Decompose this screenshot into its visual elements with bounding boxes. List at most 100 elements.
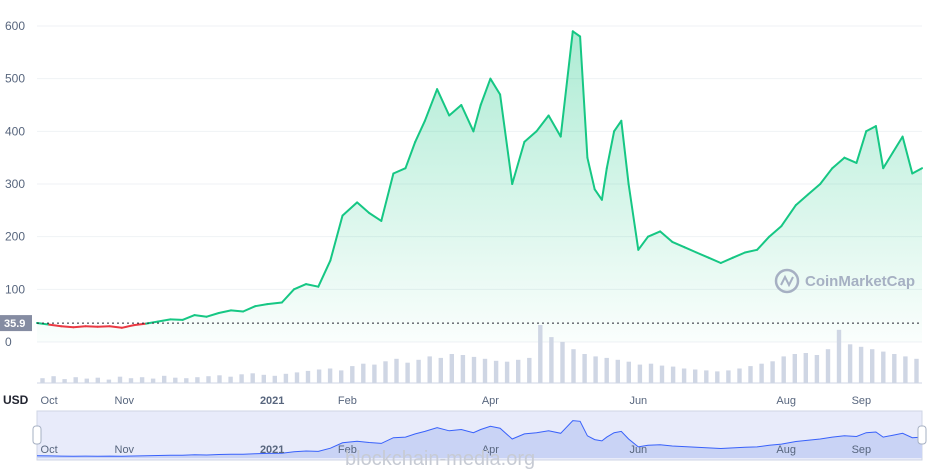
volume-bar bbox=[206, 376, 211, 383]
price-line-segment bbox=[744, 248, 759, 254]
x-axis: Oct Nov 2021 Feb Apr Jun Aug Sep bbox=[41, 395, 872, 407]
volume-bar bbox=[637, 364, 643, 383]
y-tick-label: 600 bbox=[5, 19, 25, 33]
volume-bar bbox=[438, 357, 443, 383]
price-line-segment bbox=[169, 318, 184, 321]
volume-bar bbox=[504, 361, 510, 383]
volume-bar bbox=[792, 354, 797, 383]
volume-bar bbox=[294, 372, 300, 383]
price-line-segment bbox=[479, 77, 492, 106]
price-line-segment bbox=[157, 318, 172, 323]
price-line-segment bbox=[356, 201, 371, 214]
volume-bar bbox=[693, 369, 698, 383]
price-line-segment bbox=[242, 305, 257, 313]
volume-bar bbox=[372, 364, 377, 383]
price-line-segment bbox=[48, 323, 63, 328]
volume-bar bbox=[516, 359, 521, 383]
y-tick-label: 200 bbox=[5, 230, 25, 244]
price-line-segment bbox=[627, 183, 640, 251]
volume-bar bbox=[549, 337, 554, 383]
volume-bar bbox=[106, 379, 112, 383]
navigator-right-handle[interactable] bbox=[917, 425, 927, 445]
price-line bbox=[36, 30, 923, 329]
price-line-segment bbox=[768, 225, 783, 238]
volume-bar bbox=[681, 368, 687, 383]
coinmarketcap-logo-icon bbox=[774, 268, 800, 294]
volume-bar bbox=[283, 373, 289, 383]
volume-bar bbox=[538, 325, 543, 383]
price-line-segment bbox=[380, 172, 395, 222]
price-line-segment bbox=[404, 140, 417, 170]
price-line-segment bbox=[489, 77, 502, 96]
price-line-segment bbox=[305, 283, 320, 288]
price-line-segment bbox=[392, 167, 407, 175]
y-axis: 0 100 200 300 400 500 600 bbox=[5, 19, 25, 349]
price-line-segment bbox=[780, 204, 797, 228]
volume-bar bbox=[593, 356, 598, 383]
volume-bar bbox=[659, 365, 665, 383]
price-line-segment bbox=[659, 230, 674, 243]
volume-bar bbox=[405, 362, 410, 383]
price-line-segment bbox=[593, 188, 603, 201]
navigator-left-handle[interactable] bbox=[32, 425, 42, 445]
volume-bar bbox=[327, 368, 333, 383]
volume-bar bbox=[272, 375, 277, 384]
coinmarketcap-watermark: CoinMarketCap bbox=[774, 268, 915, 294]
price-line-segment bbox=[120, 324, 135, 329]
price-line-segment bbox=[707, 256, 722, 264]
volume-bar bbox=[493, 360, 499, 383]
volume-bar bbox=[62, 379, 67, 383]
baseline-price-tag: 35.9 bbox=[0, 315, 32, 332]
volume-bar bbox=[704, 370, 709, 383]
y-tick-label: 500 bbox=[5, 72, 25, 86]
navigator-area bbox=[37, 420, 922, 458]
price-line-segment bbox=[855, 130, 868, 164]
volume-bar bbox=[383, 361, 388, 384]
price-line-segment bbox=[882, 151, 894, 170]
navigator-tick-label: Nov bbox=[115, 444, 135, 456]
volume-bar bbox=[162, 375, 167, 384]
price-area-fill bbox=[37, 31, 922, 343]
volume-bar bbox=[903, 356, 908, 383]
volume-bar bbox=[715, 371, 720, 383]
navigator-tick-label: Apr bbox=[482, 444, 499, 456]
price-line-segment bbox=[807, 183, 822, 196]
volume-bar bbox=[128, 378, 134, 383]
price-line-segment bbox=[193, 314, 208, 318]
price-line-segment bbox=[695, 251, 710, 259]
price-line-segment bbox=[637, 235, 649, 251]
volume-bar bbox=[737, 368, 742, 383]
unit-label: USD bbox=[3, 393, 29, 407]
price-line-segment bbox=[620, 119, 630, 185]
price-line-segment bbox=[254, 303, 269, 308]
volume-bar bbox=[195, 377, 200, 383]
price-line-segment bbox=[329, 214, 344, 262]
price-line-segment bbox=[586, 156, 596, 191]
watermark-text: CoinMarketCap bbox=[805, 273, 915, 290]
price-line-segment bbox=[605, 130, 616, 170]
y-tick-label: 0 bbox=[5, 335, 12, 349]
x-tick-label: Nov bbox=[115, 395, 135, 407]
price-line-segment bbox=[911, 167, 923, 175]
volume-bar bbox=[881, 351, 886, 383]
volume-bar bbox=[626, 361, 631, 383]
credit-watermark: blockchain-media.org bbox=[345, 448, 535, 470]
range-navigator[interactable]: Oct Nov 2021 Feb Apr Jun Aug Sep bbox=[32, 410, 927, 461]
volume-bar bbox=[305, 370, 311, 383]
x-tick-label: Aug bbox=[776, 395, 796, 407]
x-tick-label: Sep bbox=[852, 395, 872, 407]
price-line-segment bbox=[865, 125, 877, 133]
volume-bar bbox=[117, 376, 123, 383]
price-line-segment bbox=[217, 309, 232, 314]
navigator-tick-label: Oct bbox=[41, 444, 58, 456]
volume-bar bbox=[394, 358, 399, 383]
x-tick-label: Feb bbox=[338, 395, 357, 407]
price-line-segment bbox=[108, 325, 123, 329]
navigator-tick-label: Aug bbox=[776, 444, 796, 456]
price-line-segment bbox=[499, 93, 514, 185]
volume-bar bbox=[482, 358, 488, 383]
volume-bar bbox=[228, 376, 233, 383]
volume-bar bbox=[316, 369, 322, 383]
volume-bar bbox=[571, 349, 576, 383]
